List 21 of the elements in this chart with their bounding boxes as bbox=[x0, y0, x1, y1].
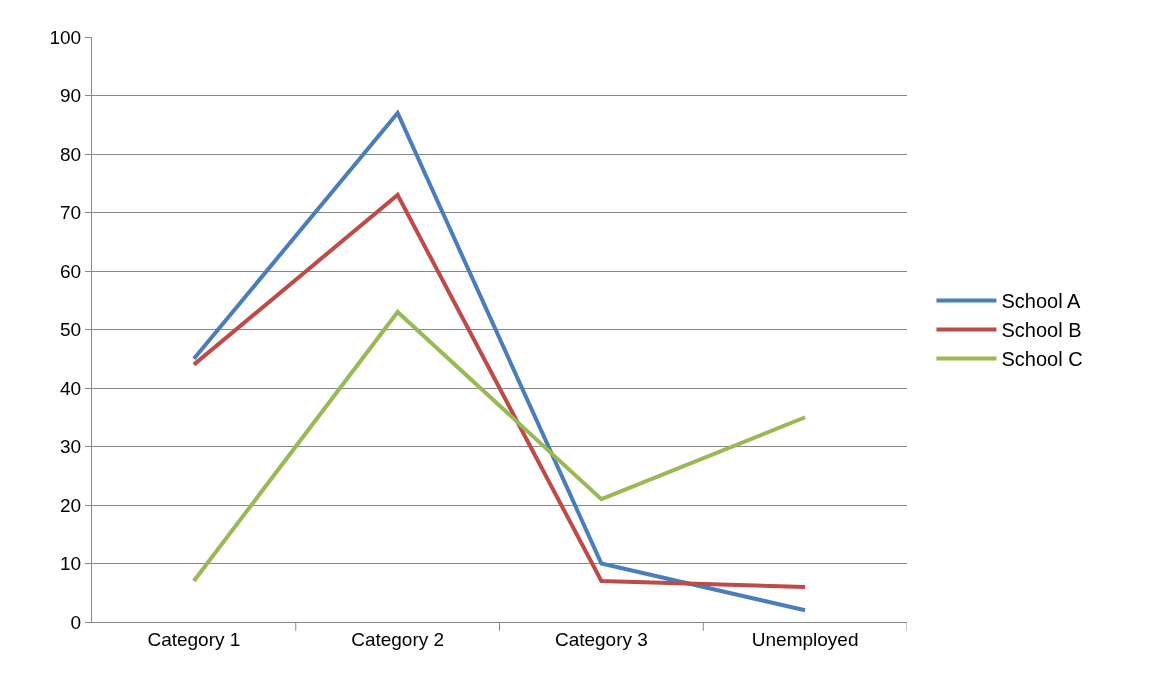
y-tick-label: 90 bbox=[60, 85, 82, 107]
x-tick-label: Category 2 bbox=[351, 628, 445, 650]
y-tick-label: 60 bbox=[60, 260, 82, 282]
y-tick-label: 100 bbox=[49, 26, 82, 48]
y-tick-label: 30 bbox=[60, 436, 82, 458]
y-tick-label: 0 bbox=[70, 611, 82, 633]
legend-label: School A bbox=[1001, 290, 1082, 313]
line-series bbox=[191, 309, 808, 584]
y-tick-label: 80 bbox=[60, 143, 82, 165]
y-tick-label: 20 bbox=[60, 494, 82, 516]
y-tick-label: 10 bbox=[60, 553, 82, 575]
x-tick-label: Unemployed bbox=[751, 628, 859, 650]
legend-label: School C bbox=[1001, 348, 1083, 371]
line-series bbox=[191, 192, 808, 589]
y-tick-label: 70 bbox=[60, 202, 82, 224]
y-tick-label: 50 bbox=[60, 319, 82, 341]
y-tick-label: 40 bbox=[60, 377, 82, 399]
line-series bbox=[191, 111, 808, 613]
x-tick-label: Category 1 bbox=[147, 628, 241, 650]
legend-label: School B bbox=[1001, 319, 1082, 342]
x-tick-label: Category 3 bbox=[554, 628, 648, 650]
